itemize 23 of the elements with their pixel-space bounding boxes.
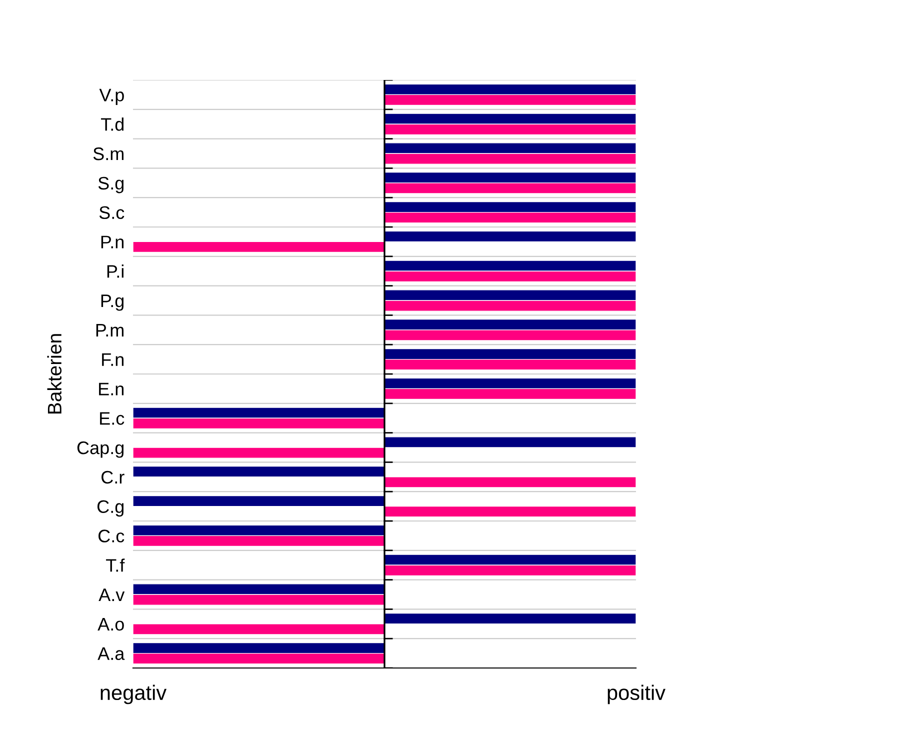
y-tick-label: A.a (98, 647, 125, 660)
y-tick-label: P.m (96, 324, 124, 336)
y-tick-label: S.g (98, 176, 124, 194)
y-tick-label: Cap.g (77, 441, 124, 458)
y-tick-label: E.c (100, 412, 124, 425)
y-axis-title: Bakterien (47, 334, 62, 414)
y-tick-label: P.i (107, 264, 124, 278)
y-tick-label: T.d (100, 118, 124, 131)
y-tick-label: P.n (101, 236, 124, 248)
y-tick-label: V.p (99, 88, 124, 105)
y-tick-label: S.c (99, 206, 124, 220)
y-tick-label: C.g (97, 500, 124, 517)
y-tick-label: E.n (99, 382, 124, 396)
y-tick-label: C.r (102, 470, 124, 484)
y-tick-label: P.g (101, 294, 124, 311)
y-tick-label: S.m (93, 147, 124, 160)
y-tick-label: A.v (98, 588, 125, 602)
y-tick-label: A.o (98, 618, 124, 631)
text: positiv (608, 684, 666, 704)
y-tick-label: C.c (98, 530, 124, 542)
text: negativ (100, 684, 167, 704)
y-tick-label: F.n (102, 353, 124, 366)
y-tick-label: T.f (106, 558, 125, 572)
